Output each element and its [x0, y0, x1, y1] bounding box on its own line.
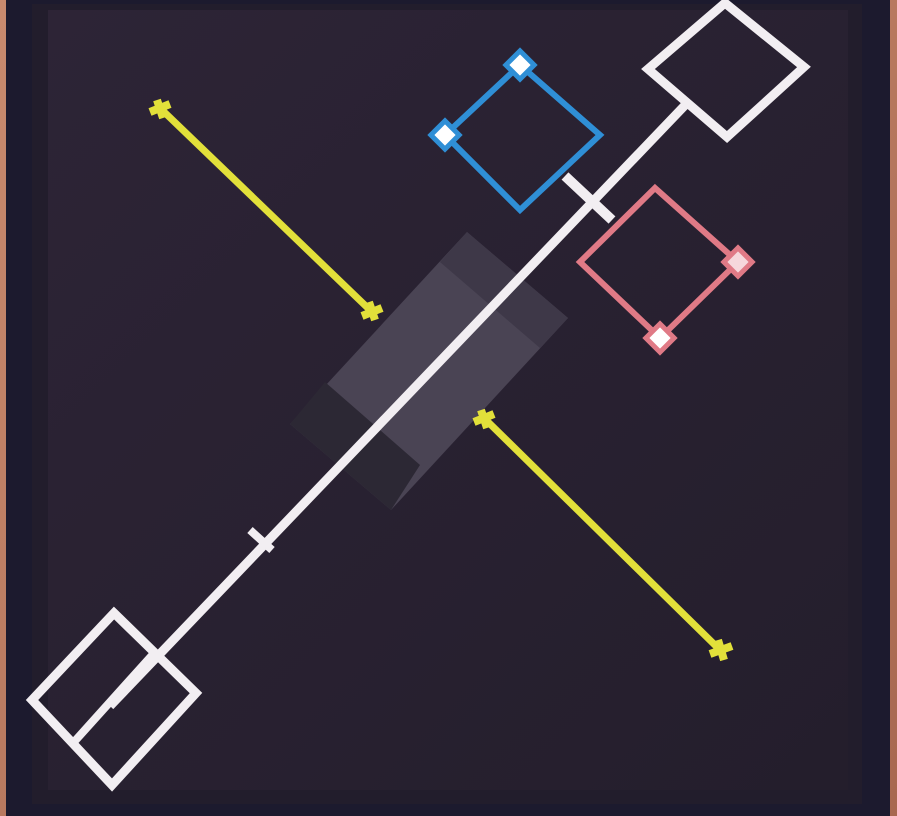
- white-square-top-right: [641, 0, 811, 144]
- white-square-bottom-left-outline: [25, 606, 203, 792]
- blue-marker-left: [427, 117, 463, 153]
- yellow-cap-upper-left-start-cross: [153, 98, 167, 120]
- yellow-line-lower-right: [472, 408, 734, 662]
- red-square: [575, 183, 756, 356]
- yellow-line-upper-left-bar: [157, 105, 375, 315]
- yellow-line-lower-right-bar: [481, 415, 723, 653]
- yellow-cap-upper-left-end-cross: [365, 300, 379, 322]
- red-marker-right: [720, 244, 756, 280]
- white-square-bottom-left: [25, 606, 203, 792]
- white-tick-mark: [247, 527, 275, 553]
- yellow-cap-lower-right-end-cross: [714, 638, 728, 662]
- blue-marker-top: [502, 47, 538, 83]
- white-square-bottom-left-divider: [71, 649, 158, 745]
- white-connector-segment: [561, 172, 616, 224]
- blue-square: [427, 47, 605, 215]
- yellow-cap-lower-right-start-cross: [477, 408, 491, 430]
- blue-square-outline: [440, 60, 605, 215]
- yellow-line-upper-left: [148, 98, 384, 322]
- red-marker-bottom: [642, 320, 678, 356]
